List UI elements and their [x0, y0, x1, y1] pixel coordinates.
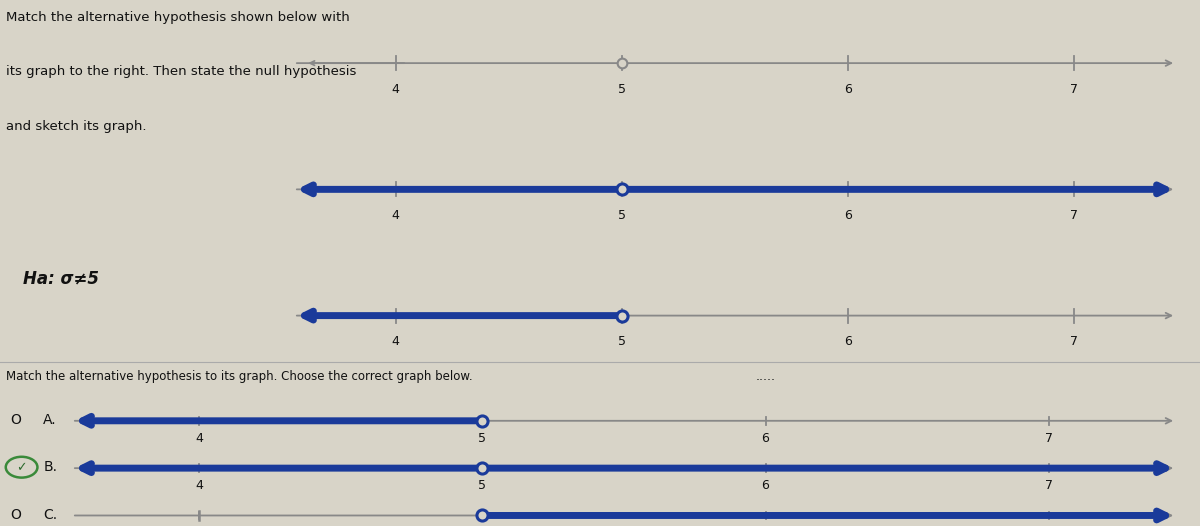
Text: 5: 5 [618, 83, 626, 96]
Text: B.: B. [43, 460, 58, 474]
Text: 6: 6 [844, 83, 852, 96]
Text: 6: 6 [844, 335, 852, 348]
Text: 5: 5 [479, 432, 486, 445]
Text: 4: 4 [392, 335, 400, 348]
Text: 4: 4 [392, 209, 400, 222]
Text: O: O [11, 508, 22, 522]
Text: 7: 7 [1070, 335, 1079, 348]
Text: 4: 4 [392, 83, 400, 96]
Text: 5: 5 [479, 479, 486, 492]
Text: 6: 6 [762, 479, 769, 492]
Text: 6: 6 [844, 209, 852, 222]
Text: 6: 6 [762, 432, 769, 445]
Text: 7: 7 [1045, 479, 1052, 492]
Text: A.: A. [43, 413, 56, 427]
Text: C.: C. [43, 508, 58, 522]
Text: 4: 4 [196, 479, 203, 492]
Text: 5: 5 [618, 335, 626, 348]
Text: ✓: ✓ [17, 461, 26, 474]
Text: 7: 7 [1070, 83, 1079, 96]
Text: 7: 7 [1045, 432, 1052, 445]
Text: 5: 5 [618, 209, 626, 222]
Text: Ha: σ≠5: Ha: σ≠5 [23, 270, 98, 288]
Text: 7: 7 [1070, 209, 1079, 222]
Text: Match the alternative hypothesis shown below with: Match the alternative hypothesis shown b… [6, 11, 349, 24]
Text: 4: 4 [196, 432, 203, 445]
Text: O: O [11, 413, 22, 427]
Text: and sketch its graph.: and sketch its graph. [6, 120, 146, 133]
Text: .....: ..... [756, 370, 776, 383]
Text: its graph to the right. Then state the null hypothesis: its graph to the right. Then state the n… [6, 65, 356, 78]
Text: Match the alternative hypothesis to its graph. Choose the correct graph below.: Match the alternative hypothesis to its … [6, 370, 473, 383]
